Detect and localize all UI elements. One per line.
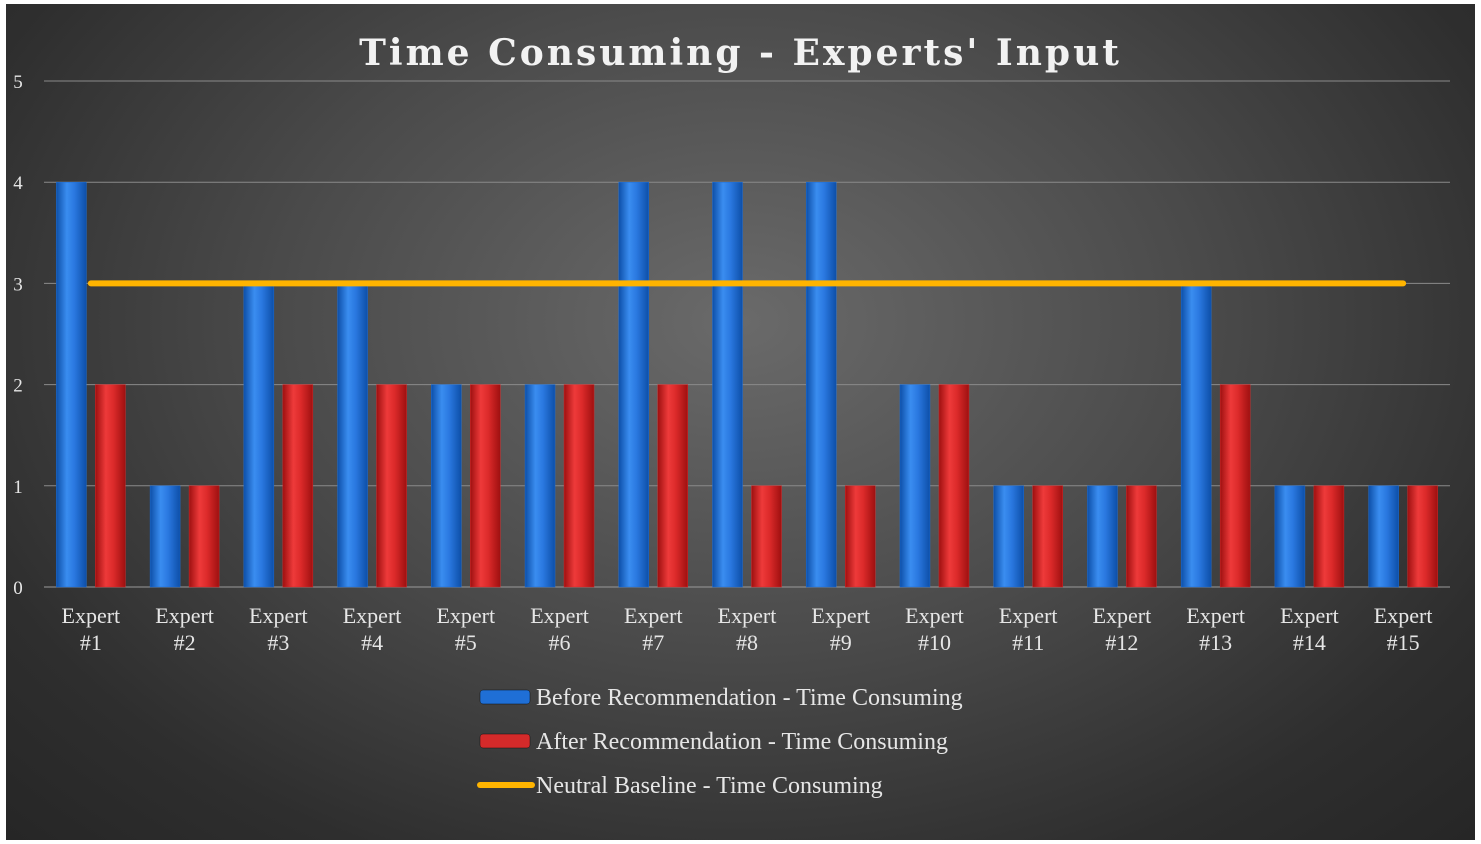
x-tick-label: Expert #6 <box>530 603 589 655</box>
x-tick-label: Expert #4 <box>343 603 402 655</box>
after-bar <box>751 485 782 588</box>
before-bar <box>993 485 1024 588</box>
legend-swatch <box>479 733 531 749</box>
x-axis-ticks: Expert #1 Expert #2 Expert #3 Expert #4 Expert #5… <box>62 603 1433 655</box>
y-axis-ticks: 0 1 2 3 4 5 <box>13 72 23 599</box>
y-tick-label: 0 <box>13 578 23 599</box>
after-bar <box>938 384 970 588</box>
before-bar <box>431 384 462 588</box>
x-tick-label: Expert #10 <box>905 603 964 655</box>
before-bar <box>1180 283 1212 588</box>
after-bar <box>844 485 876 588</box>
after-bar <box>1313 485 1345 588</box>
before-bar <box>1087 485 1118 588</box>
after-bar <box>1126 485 1157 588</box>
before-bar <box>56 181 87 588</box>
y-tick-label: 2 <box>13 376 23 397</box>
y-tick-label: 4 <box>13 173 23 194</box>
x-tick-label: Expert #7 <box>624 603 683 655</box>
after-bar <box>188 485 220 588</box>
x-tick-label: Expert #9 <box>811 603 870 655</box>
legend-label: After Recommendation - Time Consuming <box>536 729 948 755</box>
before-bar <box>524 384 556 588</box>
before-bar <box>243 283 275 588</box>
y-tick-label: 1 <box>13 477 23 498</box>
after-bar <box>1032 485 1063 588</box>
after-bar <box>1219 384 1251 588</box>
after-bar <box>376 384 407 588</box>
after-bar <box>1407 485 1438 588</box>
y-tick-label: 3 <box>13 274 23 295</box>
after-bar <box>470 384 501 588</box>
before-bar <box>899 384 931 588</box>
x-tick-label: Expert #12 <box>1093 603 1152 655</box>
x-tick-label: Expert #14 <box>1280 603 1339 655</box>
before-bar <box>1368 485 1399 588</box>
before-bar <box>618 181 650 588</box>
bars <box>56 181 1438 588</box>
before-bar <box>712 181 743 588</box>
legend-label: Before Recommendation - Time Consuming <box>536 685 963 711</box>
legend-swatch <box>479 689 531 705</box>
x-tick-label: Expert #11 <box>999 603 1058 655</box>
before-bar <box>1274 485 1306 588</box>
after-bar <box>563 384 595 588</box>
x-tick-label: Expert #2 <box>155 603 214 655</box>
chart-title: Time Consuming - Experts' Input <box>359 32 1122 74</box>
legend-label: Neutral Baseline - Time Consuming <box>536 773 883 799</box>
x-tick-label: Expert #5 <box>436 603 495 655</box>
after-bar <box>95 384 126 588</box>
after-bar <box>657 384 689 588</box>
chart-frame: Time Consuming - Experts' Input 0 1 2 3 4 5 E… <box>6 4 1475 840</box>
x-tick-label: Expert #1 <box>62 603 121 655</box>
x-tick-label: Expert #13 <box>1186 603 1245 655</box>
legend: Before Recommendation - Time Consuming Af… <box>477 685 963 799</box>
before-bar <box>149 485 181 588</box>
x-tick-label: Expert #3 <box>249 603 308 655</box>
after-bar <box>282 384 314 588</box>
x-tick-label: Expert #15 <box>1374 603 1433 655</box>
before-bar <box>337 283 368 588</box>
before-bar <box>805 181 837 588</box>
y-tick-label: 5 <box>13 72 23 93</box>
x-tick-label: Expert #8 <box>718 603 777 655</box>
